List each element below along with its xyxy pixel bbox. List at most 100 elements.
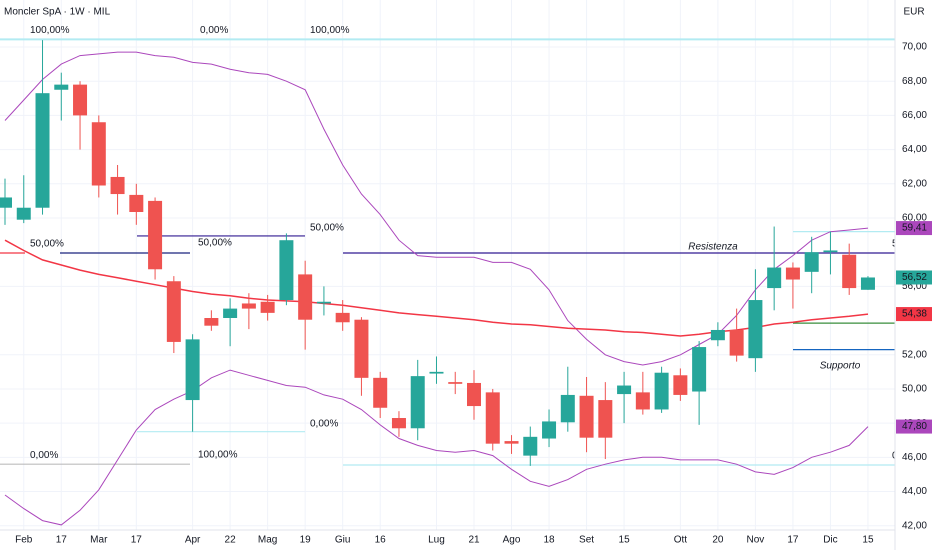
y-tick-label: 62,00: [902, 178, 927, 189]
x-tick-label: 16: [375, 535, 387, 546]
candle-body: [260, 301, 275, 313]
candle-body: [354, 319, 369, 378]
candle-body: [804, 252, 819, 272]
candle-body: [54, 84, 69, 90]
overlay-line: [4, 51, 869, 366]
candle-body: [429, 371, 444, 374]
x-tick-label: Mag: [258, 535, 277, 546]
candle-body: [335, 312, 350, 323]
fib-label: 100,00%: [198, 449, 238, 460]
candle-body: [16, 207, 31, 220]
candle-body: [504, 441, 519, 444]
fib-label: 0,00%: [310, 419, 338, 430]
y-tick-label: 68,00: [902, 76, 927, 87]
candle-body: [748, 300, 763, 359]
candle-body: [373, 377, 388, 408]
candle-body: [523, 436, 538, 456]
candle-body: [166, 281, 181, 342]
annotation: Resistenza: [688, 242, 738, 253]
x-tick-label: 19: [300, 535, 312, 546]
x-tick-label: 15: [619, 535, 631, 546]
y-tick-label: 44,00: [902, 486, 927, 497]
price-tag: [896, 270, 932, 285]
price-tag-label: 59,41: [902, 223, 927, 234]
y-tick-label: 70,00: [902, 42, 927, 53]
candle-body: [767, 267, 782, 289]
overlay-line: [4, 369, 869, 526]
candle-body: [241, 303, 256, 309]
candle-body: [617, 385, 632, 395]
x-tick-label: Ago: [503, 535, 521, 546]
candle-body: [785, 267, 800, 280]
y-tick-label: 42,00: [902, 520, 927, 531]
currency: EUR: [903, 7, 924, 18]
x-tick-label: Set: [579, 535, 594, 546]
x-tick-label: 18: [543, 535, 555, 546]
fib-label: 50,00%: [30, 239, 64, 250]
x-tick-label: Apr: [185, 535, 201, 546]
candle-body: [467, 382, 481, 407]
candle-body: [842, 254, 857, 289]
x-tick-label: 20: [712, 535, 724, 546]
y-tick-label: 66,00: [902, 110, 927, 121]
chart-title: Moncler SpA · 1W · MIL: [4, 7, 111, 18]
fib-label: 100,00%: [30, 25, 70, 36]
price-tag-label: 54,38: [902, 309, 927, 320]
x-tick-label: Ott: [674, 535, 688, 546]
candle-body: [391, 418, 406, 429]
x-tick-label: 21: [468, 535, 480, 546]
price-tag-label: 47,80: [902, 421, 927, 432]
candle-body: [692, 347, 707, 392]
x-tick-label: 22: [225, 535, 237, 546]
annotation: Supporto: [820, 361, 861, 372]
fib-label: 50,00%: [198, 238, 232, 249]
y-tick-label: 56,00: [902, 281, 927, 292]
candle-body: [223, 308, 238, 318]
candle-body: [279, 240, 294, 301]
y-tick-label: 60,00: [902, 213, 927, 224]
candle-body: [635, 392, 650, 410]
candle-body: [129, 194, 144, 212]
candle-body: [448, 382, 463, 384]
price-tag-label: 56,52: [902, 272, 927, 283]
y-tick-label: 52,00: [902, 349, 927, 360]
candle-body: [35, 93, 50, 208]
x-tick-label: Giu: [335, 535, 351, 546]
x-tick-label: Lug: [428, 535, 445, 546]
y-tick-label: 64,00: [902, 144, 927, 155]
y-tick-label: 46,00: [902, 452, 927, 463]
fib-label: 0,00%: [30, 450, 58, 461]
price-tag: [896, 307, 932, 322]
plot: 100,00% 50,00% 0,00% 0,00% 50,00% 100,00% 100,…: [0, 0, 895, 530]
candle-body: [73, 84, 88, 116]
candle-body: [204, 318, 219, 326]
x-tick-label: 17: [787, 535, 799, 546]
candle-body: [860, 277, 875, 290]
price-tag: [896, 221, 932, 236]
fib-label: 0,00%: [200, 25, 228, 36]
candle-body: [110, 176, 125, 195]
x-tick-label: 15: [862, 535, 874, 546]
fib-label: 50,00%: [310, 223, 344, 234]
candle-body: [579, 395, 594, 438]
candle-body: [316, 301, 331, 304]
candle-body: [673, 375, 688, 395]
candle-body: [598, 400, 613, 438]
x-tick-label: Dic: [823, 535, 837, 546]
x-tick-label: Mar: [90, 535, 108, 546]
candle-body: [560, 394, 575, 423]
candle-body: [0, 197, 12, 208]
candle-body: [823, 250, 838, 253]
x-tick-label: 17: [131, 535, 143, 546]
fib-label: 100,00%: [310, 25, 350, 36]
candle-body: [91, 122, 106, 186]
candle-body: [710, 329, 725, 341]
candle-body: [729, 329, 744, 356]
x-tick-label: 17: [56, 535, 68, 546]
candle-body: [542, 421, 557, 439]
x-tick-label: Nov: [747, 535, 765, 546]
candle-body: [298, 274, 313, 320]
candle-body: [410, 376, 425, 429]
y-tick-label: 50,00: [902, 384, 927, 395]
